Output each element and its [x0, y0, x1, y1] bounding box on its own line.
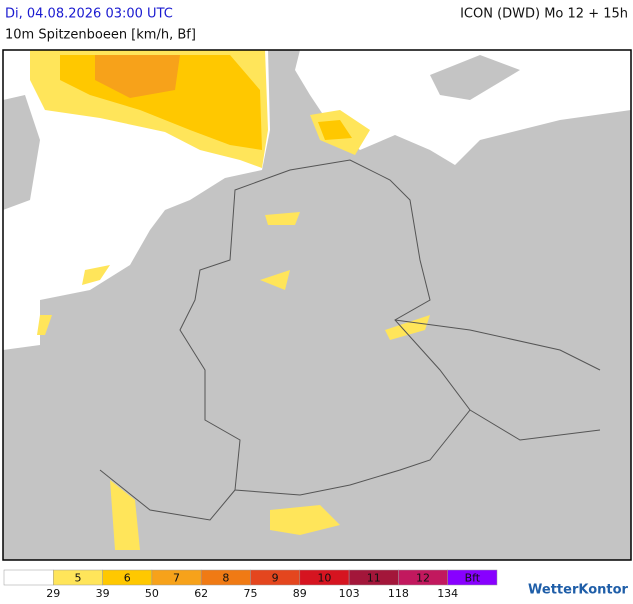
legend-label: Bft: [465, 572, 481, 585]
legend-threshold: 50: [145, 587, 159, 600]
legend-threshold: 39: [96, 587, 110, 600]
legend-threshold: 103: [339, 587, 360, 600]
legend-label: 6: [124, 572, 131, 585]
germany-border: [179, 159, 471, 496]
legend-threshold: 75: [244, 587, 258, 600]
legend-label: 12: [416, 572, 430, 585]
legend-threshold: 29: [46, 587, 60, 600]
legend-swatch: [447, 569, 498, 586]
legend-label: 7: [173, 572, 180, 585]
sweden: [430, 55, 520, 100]
map: [2, 49, 632, 561]
parameter: 10m Spitzenboeen [km/h, Bf]: [5, 28, 196, 43]
map-frame: [2, 49, 632, 561]
logo: WetterKontor: [528, 583, 629, 598]
legend-threshold: 118: [388, 587, 409, 600]
valid-time: Di, 04.08.2026 03:00 UTC: [5, 7, 173, 22]
legend-threshold: 62: [194, 587, 208, 600]
uk: [3, 95, 40, 210]
legend-threshold: 134: [437, 587, 458, 600]
legend-threshold: 89: [293, 587, 307, 600]
legend-swatch: [3, 569, 54, 586]
country-borders: [99, 319, 601, 521]
legend-label: 10: [317, 572, 331, 585]
legend-label: 9: [272, 572, 279, 585]
legend-label: 11: [367, 572, 381, 585]
legend-label: 5: [74, 572, 81, 585]
model-run: ICON (DWD) Mo 12 + 15h: [460, 7, 628, 22]
gust-area-6: [318, 120, 352, 140]
legend-label: 8: [222, 572, 229, 585]
gust-area-7: [95, 55, 180, 98]
baltic-sea: [295, 50, 631, 165]
